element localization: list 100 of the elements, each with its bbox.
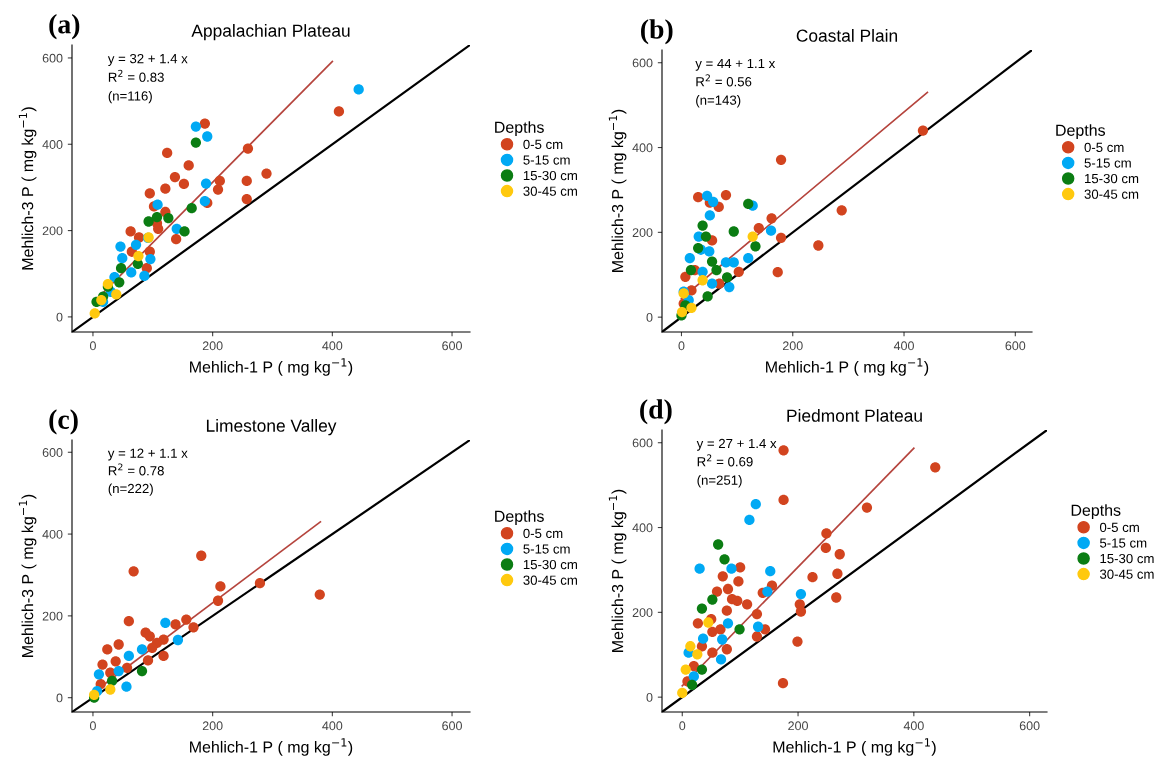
point — [126, 267, 137, 278]
point — [110, 656, 121, 667]
x-tick-label: 600 — [1005, 341, 1026, 351]
point — [676, 306, 688, 318]
point — [696, 603, 708, 614]
point — [115, 241, 126, 252]
y-tick-label: 600 — [42, 53, 63, 63]
x-tick-label: 400 — [322, 341, 343, 351]
point — [139, 270, 150, 282]
y-tick-label: 600 — [632, 58, 653, 68]
point — [183, 160, 194, 171]
point — [778, 445, 789, 456]
point — [680, 664, 691, 675]
annotation: R$^{2}$ = 0.83 — [108, 69, 164, 82]
point — [750, 241, 761, 252]
legend-label: 0-5 cm — [523, 528, 563, 539]
point — [114, 277, 125, 288]
point — [93, 669, 105, 680]
point — [694, 563, 705, 574]
point — [711, 586, 723, 597]
chart-title: Appalachian Plateau — [191, 24, 350, 41]
point — [721, 644, 732, 655]
legend-title: Depths — [495, 121, 544, 137]
point — [715, 624, 726, 635]
legend-label: 30-45 cm — [523, 186, 577, 196]
point — [179, 226, 190, 237]
x-axis-title: Mehlich-1 P ( mg kg$^{−1}$) — [190, 738, 353, 756]
x-tick-label: 0 — [679, 721, 686, 731]
y-tick-label: 0 — [646, 692, 653, 702]
y-tick-label: 400 — [632, 143, 653, 153]
x-tick-label: 0 — [678, 341, 685, 351]
point — [170, 234, 182, 245]
point — [688, 671, 699, 682]
annotation: y = 44 + 1.1 x — [695, 58, 776, 71]
text: (a) — [49, 14, 80, 40]
y-tick-label: 400 — [632, 523, 653, 533]
point — [930, 462, 941, 473]
point — [685, 264, 697, 276]
x-tick-label: 200 — [782, 341, 803, 351]
x-tick-label: 200 — [202, 341, 223, 351]
annotation: (n=251) — [697, 475, 742, 488]
point — [162, 147, 173, 159]
point — [102, 644, 113, 655]
y-tick-label: 600 — [42, 448, 63, 457]
chart-title: Piedmont Plateau — [787, 409, 922, 422]
point — [917, 125, 929, 136]
point — [697, 275, 708, 286]
point — [202, 131, 213, 142]
point — [697, 220, 708, 231]
point — [117, 253, 128, 264]
point — [706, 256, 718, 267]
point — [744, 514, 755, 526]
x-tick-label: 600 — [1019, 721, 1040, 731]
point — [169, 171, 181, 183]
x-axis-title: Mehlich-1 P ( mg kg$^{−1}$) — [773, 738, 936, 756]
legend-label: 15-30 cm — [523, 170, 577, 181]
x-axis-title: Mehlich-1 P ( mg kg$^{−1}$) — [766, 358, 929, 376]
x-axis-title: Mehlich-1 P ( mg kg$^{−1}$) — [190, 358, 353, 376]
point — [143, 216, 154, 227]
legend-label: 30-45 cm — [1099, 569, 1154, 579]
point — [115, 262, 127, 274]
point — [704, 246, 715, 257]
point — [693, 192, 704, 203]
point — [700, 231, 712, 242]
point — [775, 154, 787, 165]
point — [807, 572, 818, 583]
point — [778, 494, 789, 506]
x-tick-label: 0 — [89, 721, 96, 731]
point — [160, 183, 171, 194]
point — [792, 636, 803, 647]
point — [254, 578, 266, 589]
point — [125, 226, 136, 237]
legend-label: 0-5 cm — [1099, 522, 1139, 533]
point — [170, 619, 181, 630]
point — [123, 650, 135, 662]
point — [147, 642, 158, 653]
legend-label: 15-30 cm — [523, 559, 577, 570]
legend-label: 15-30 cm — [1100, 553, 1154, 564]
point — [178, 178, 190, 190]
legend-label: 5-15 cm — [523, 155, 570, 165]
point — [136, 665, 148, 677]
annotation: R$^{2}$ = 0.69 — [697, 454, 753, 467]
point — [111, 289, 122, 300]
point — [861, 502, 873, 513]
point — [772, 267, 783, 278]
point — [172, 634, 184, 646]
point — [795, 588, 807, 600]
point — [241, 175, 252, 187]
point — [732, 595, 743, 607]
x-tick-label: 0 — [89, 341, 96, 351]
point — [743, 198, 754, 210]
point — [199, 118, 211, 129]
point — [692, 649, 703, 660]
point — [719, 554, 730, 565]
point — [775, 232, 787, 244]
point — [722, 618, 734, 629]
y-tick-label: 0 — [56, 693, 63, 703]
point — [196, 550, 207, 561]
point — [762, 586, 773, 597]
annotation: (n=116) — [108, 90, 152, 104]
